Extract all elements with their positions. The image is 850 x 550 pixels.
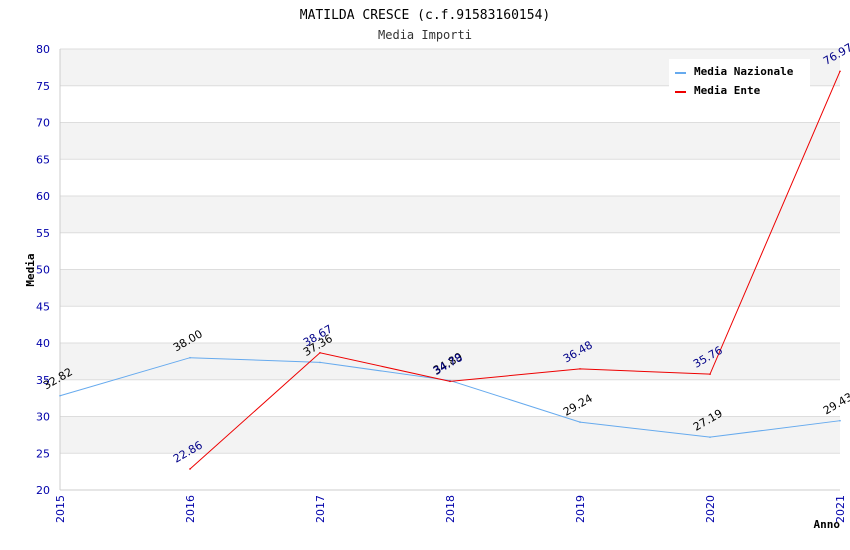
y-tick-label: 60 [36,190,50,203]
data-point [59,394,61,397]
data-point [709,436,711,438]
series-lines [59,70,841,470]
data-label: 29.43 [821,390,850,417]
y-tick-label: 35 [36,374,50,387]
axes [59,49,840,491]
y-tick-label: 80 [36,43,50,56]
y-tick-label: 50 [36,264,50,277]
series-line-media-ente [189,71,841,470]
chart-title: MATILDA CRESCE (c.f.91583160154) [300,8,550,23]
y-tick-label: 30 [36,411,50,424]
chart-subtitle: Media Importi [378,28,472,42]
x-tick-label: 2018 [444,495,457,523]
y-tick-labels: 20 25 30 35 40 45 50 55 60 65 70 75 80 [36,43,50,497]
y-axis-label: Media [24,253,37,286]
data-point [579,421,581,423]
data-label: 29.24 [561,392,595,419]
x-tick-label: 2017 [314,495,327,523]
grid-band [60,269,840,307]
x-tick-label: 2016 [184,495,197,523]
x-tick-label: 2021 [834,495,847,523]
data-point [189,468,191,470]
data-point [189,356,191,359]
data-point [839,70,841,73]
grid-band [60,416,840,454]
data-point [319,361,321,364]
y-tick-label: 75 [36,80,50,93]
data-point [579,368,581,370]
x-tick-label: 2019 [574,495,587,523]
gridlines [60,48,840,491]
y-tick-label: 55 [36,227,50,240]
y-tick-label: 40 [36,337,50,350]
data-point [839,419,841,422]
y-tick-label: 70 [36,117,50,130]
data-point [709,373,711,375]
y-tick-label: 45 [36,300,50,313]
y-tick-label: 25 [36,447,50,460]
grid-band [60,196,840,233]
y-tick-label: 65 [36,153,50,166]
x-axis-label: Anno [814,518,841,531]
legend-label-media-nazionale: Media Nazionale [694,65,794,78]
background-bands [60,49,840,454]
x-tick-label: 2020 [704,495,717,523]
y-tick-label: 20 [36,484,50,497]
legend-box [669,59,810,87]
data-point [449,380,451,383]
x-tick-labels: 2015 2016 2017 2018 2019 2020 2021 [54,495,847,523]
data-point [319,351,321,354]
grid-band [60,122,840,160]
x-tick-label: 2015 [54,495,67,523]
legend-label-media-ente: Media Ente [694,84,761,97]
legend: Media Nazionale Media Ente [669,59,810,97]
data-label: 32.82 [41,365,75,392]
